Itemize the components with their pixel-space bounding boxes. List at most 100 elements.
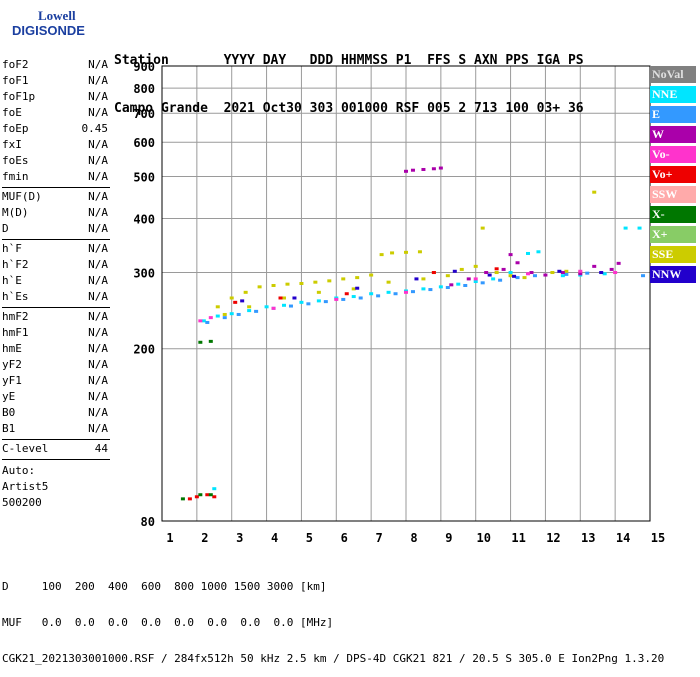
param-value: N/A xyxy=(88,106,108,119)
data-point-nne xyxy=(602,272,607,276)
legend-item-sse: SSE xyxy=(650,246,696,263)
param-row: B0 N/A xyxy=(2,406,108,422)
x-tick-label: 10 xyxy=(476,531,490,545)
data-point-w xyxy=(529,271,534,275)
data-point-nne xyxy=(623,226,628,230)
param-value: N/A xyxy=(88,170,108,183)
param-row: yF1 N/A xyxy=(2,374,108,390)
data-point-sse xyxy=(592,190,597,194)
data-point-x xyxy=(208,493,213,497)
data-point-nne xyxy=(536,250,541,254)
data-point-nne xyxy=(508,271,513,275)
data-point-vo xyxy=(233,300,238,304)
data-point-w xyxy=(484,271,489,275)
param-value: N/A xyxy=(88,138,108,151)
data-point-sse xyxy=(494,271,499,275)
data-point-e xyxy=(564,272,569,276)
footer-muf-row: MUF 0.0 0.0 0.0 0.0 0.0 0.0 0.0 0.0 [MHz… xyxy=(2,616,334,629)
param-name: C-level xyxy=(2,442,49,455)
data-point-sse xyxy=(282,296,286,300)
y-tick-label: 200 xyxy=(133,343,155,357)
data-point-vo xyxy=(187,497,192,501)
data-point-nne xyxy=(456,282,461,286)
x-tick-label: 7 xyxy=(376,531,383,545)
data-point-nne xyxy=(299,300,304,304)
data-point-nne xyxy=(438,285,443,289)
data-point-nnw xyxy=(599,271,604,275)
data-point-sse xyxy=(379,253,384,257)
data-point-e xyxy=(222,316,227,320)
param-row: foF1p N/A xyxy=(2,90,108,106)
param-row: h`Es N/A xyxy=(2,290,108,306)
param-divider xyxy=(2,239,110,240)
param-name: foEs xyxy=(2,154,29,167)
data-point-nnw xyxy=(512,274,517,278)
data-point-nne xyxy=(526,251,530,255)
data-point-vo xyxy=(271,306,276,310)
data-point-vo xyxy=(194,495,199,499)
data-point-vo xyxy=(198,319,203,323)
data-point-nne xyxy=(386,290,391,294)
param-value: N/A xyxy=(88,74,108,87)
data-point-sse xyxy=(417,250,422,254)
param-value: N/A xyxy=(88,90,108,103)
param-value: N/A xyxy=(88,154,108,167)
param-row: B1 N/A xyxy=(2,422,108,438)
footer: D 100 200 400 600 800 1000 1500 3000 [km… xyxy=(2,557,664,677)
param-name: yE xyxy=(2,390,16,403)
param-value: N/A xyxy=(88,422,108,435)
data-point-e xyxy=(445,286,450,290)
auto-line: Artist5 xyxy=(2,480,49,493)
data-point-e xyxy=(306,302,311,306)
data-point-w xyxy=(515,261,520,265)
param-value: N/A xyxy=(88,190,108,203)
data-point-vo xyxy=(404,290,408,294)
param-value: N/A xyxy=(88,326,108,339)
legend-item-vo: Vo+ xyxy=(650,166,696,183)
footer-info-row: CGK21_2021303001000.RSF / 284fx512h 50 k… xyxy=(2,652,665,665)
param-row: foEs N/A xyxy=(2,154,108,170)
param-row: foE N/A xyxy=(2,106,108,122)
param-row: h`E N/A xyxy=(2,274,108,290)
footer-d-row: D 100 200 400 600 800 1000 1500 3000 [km… xyxy=(2,580,327,593)
param-row: h`F N/A xyxy=(2,242,108,258)
data-point-nne xyxy=(316,299,321,303)
data-point-nnw xyxy=(557,269,562,273)
param-row: hmF2 N/A xyxy=(2,310,108,326)
param-name: foF1p xyxy=(2,90,36,103)
data-point-sse xyxy=(341,277,346,281)
data-point-w xyxy=(560,271,565,275)
x-tick-label: 12 xyxy=(546,531,560,545)
param-row: foF1 N/A xyxy=(2,74,108,90)
param-divider xyxy=(2,439,110,440)
param-name: B1 xyxy=(2,422,16,435)
legend-item-nnw: NNW xyxy=(650,266,696,283)
data-point-nne xyxy=(421,287,426,291)
data-point-nne xyxy=(351,295,356,299)
y-tick-label: 500 xyxy=(133,170,155,184)
data-point-e xyxy=(410,290,415,294)
data-point-e xyxy=(376,294,381,298)
data-point-vo xyxy=(205,493,210,497)
data-point-vo xyxy=(473,277,478,281)
data-point-w xyxy=(543,273,548,277)
legend-item-nne: NNE xyxy=(650,86,696,103)
param-row: hmF1 N/A xyxy=(2,326,108,342)
param-value: 44 xyxy=(94,442,108,455)
data-point-vo xyxy=(278,296,283,300)
logo-line2: DIGISONDE xyxy=(12,23,85,38)
data-point-sse xyxy=(247,305,252,309)
data-point-w xyxy=(410,168,415,172)
data-point-vo xyxy=(431,271,436,275)
y-tick-label: 400 xyxy=(133,212,155,226)
param-name: h`F xyxy=(2,242,22,255)
legend-item-ssw: SSW xyxy=(650,186,696,203)
y-tick-label: 80 xyxy=(141,515,155,529)
auto-line: Auto: xyxy=(2,464,36,477)
data-point-w xyxy=(466,277,471,281)
param-divider xyxy=(2,459,110,460)
data-point-nne xyxy=(491,277,496,281)
data-point-e xyxy=(393,292,398,296)
param-row: D N/A xyxy=(2,222,108,238)
data-point-sse xyxy=(522,276,527,280)
